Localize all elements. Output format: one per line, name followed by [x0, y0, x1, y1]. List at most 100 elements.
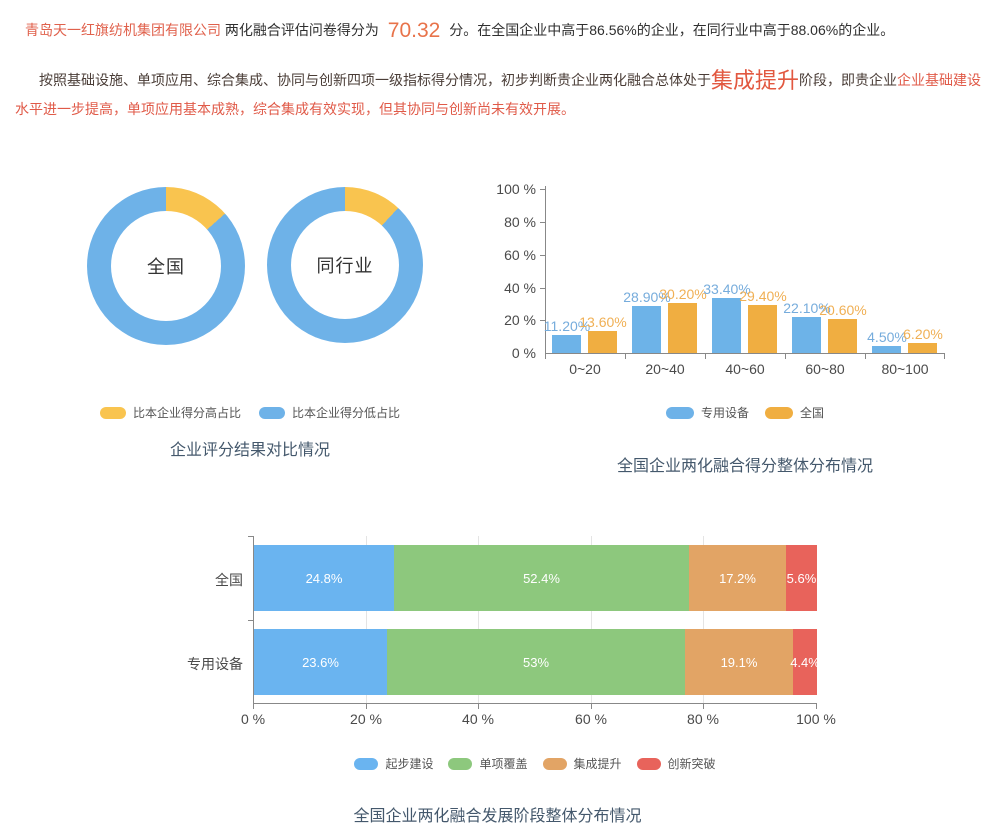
bar-value: 29.40%: [739, 288, 787, 304]
assessment-part3: 企业基础建设水平进一步提高，单项应用基本成熟，综合集成有效实现，但其协同与创新尚…: [15, 72, 982, 117]
legend-label-special-equipment: 专用设备: [700, 406, 749, 420]
donut-chart-national: 全国: [87, 187, 245, 345]
stacked-y-axis: [253, 536, 254, 704]
score-value: 70.32: [387, 19, 441, 42]
bar-blue-40-60: [712, 298, 741, 353]
y-tick: [540, 288, 545, 289]
bar-chart-y-axis: [545, 186, 546, 354]
legend-label-national: 全国: [800, 406, 825, 420]
legend-item-qibu[interactable]: 起步建设: [354, 755, 433, 772]
legend-swatch-blue: [354, 757, 379, 770]
y-tick-label: 100 %: [496, 181, 536, 197]
legend-item-special-equipment[interactable]: 专用设备: [665, 404, 749, 421]
stacked-x-tick-label: 0 %: [240, 711, 266, 727]
x-category-label: 20~40: [645, 361, 685, 377]
stacked-x-tick-label: 40 %: [462, 711, 494, 727]
x-category-label: 80~100: [881, 361, 929, 377]
segment-chuangxin: 4.4%: [790, 629, 820, 695]
y-tick-label: 40 %: [504, 280, 536, 296]
bar-orange-40-60: [748, 305, 777, 353]
gridline: [591, 536, 592, 703]
bar-orange-0-20: [588, 331, 617, 353]
bar-value: 4.50%: [867, 329, 907, 345]
x-category-label: 60~80: [805, 361, 845, 377]
score-summary: 青岛天一红旗纺机集团有限公司 两化融合评估问卷得分为 70.32 分。在全国企业…: [25, 17, 977, 44]
y-tick-label: 20 %: [504, 312, 536, 328]
legend-item-danxiang[interactable]: 单项覆盖: [448, 755, 528, 772]
assessment-stage: 集成提升: [711, 68, 800, 93]
assessment-summary: 按照基础设施、单项应用、综合集成、协同与创新四项一级指标得分情况，初步判断贵企业…: [15, 66, 983, 124]
bar-value: 22.10%: [783, 300, 831, 316]
y-tick: [540, 255, 545, 256]
bar-value: 13.60%: [579, 314, 627, 330]
y-tick-label: 80 %: [504, 214, 536, 230]
segment-qibu: 23.6%: [254, 629, 387, 695]
donut-chart-title: 企业评分结果对比情况: [169, 442, 330, 459]
stacked-category-label: 全国: [215, 572, 243, 588]
score-suffix: 分。在全国企业中高于86.56%的企业，在同行业中高于88.06%的企业。: [449, 22, 895, 38]
bar-orange-20-40: [668, 303, 697, 353]
legend-swatch-blue: [665, 406, 694, 419]
bar-orange-60-80: [828, 319, 857, 353]
stacked-bar-national: 24.8% 52.4% 17.2% 5.6%: [254, 545, 817, 611]
assessment-part2: 阶段，即贵企业: [799, 72, 898, 88]
bar-blue-20-40: [632, 306, 661, 353]
legend-swatch-yellow: [99, 406, 126, 419]
legend-label-higher: 比本企业得分高占比: [132, 406, 241, 420]
legend-item-higher[interactable]: 比本企业得分高占比: [99, 404, 241, 421]
legend-item-lower[interactable]: 比本企业得分低占比: [259, 404, 400, 421]
x-tick: [705, 353, 706, 359]
stacked-x-axis: [253, 703, 817, 704]
bar-blue-60-80: [792, 317, 821, 353]
bar-chart-legend: 专用设备 全国: [545, 404, 945, 421]
legend-swatch-red: [636, 757, 661, 770]
legend-swatch-blue: [259, 406, 285, 419]
legend-label-danxiang: 单项覆盖: [479, 757, 528, 771]
legend-item-national[interactable]: 全国: [765, 404, 824, 421]
x-tick: [816, 703, 817, 709]
x-category-label: 0~20: [569, 361, 601, 377]
y-tick: [540, 320, 545, 321]
bar-value: 28.90%: [623, 289, 671, 305]
bar-value: 30.20%: [659, 286, 707, 302]
legend-label-chuangxin: 创新突破: [667, 757, 716, 771]
gridline: [366, 536, 367, 703]
bar-chart-title: 全国企业两化融合得分整体分布情况: [616, 458, 873, 475]
y-tick: [540, 222, 545, 223]
stacked-x-tick-label: 20 %: [350, 711, 382, 727]
stacked-category-label: 专用设备: [187, 656, 243, 672]
legend-label-lower: 比本企业得分低占比: [292, 406, 401, 420]
bar-value: 33.40%: [703, 281, 751, 297]
bar-value: 6.20%: [903, 326, 943, 342]
x-tick: [625, 353, 626, 359]
segment-danxiang: 53%: [387, 629, 685, 695]
legend-swatch-green: [448, 757, 473, 770]
donut-national-label: 全国: [111, 211, 221, 321]
segment-jicheng: 19.1%: [685, 629, 793, 695]
y-tick-label: 60 %: [504, 247, 536, 263]
legend-item-jicheng[interactable]: 集成提升: [542, 755, 622, 772]
assessment-part1: 按照基础设施、单项应用、综合集成、协同与创新四项一级指标得分情况，初步判断贵企业…: [39, 72, 711, 88]
y-tick: [540, 189, 545, 190]
legend-swatch-orange: [765, 406, 793, 419]
stacked-bar-special-equipment: 23.6% 53% 19.1% 4.4%: [254, 629, 820, 695]
x-tick: [591, 703, 592, 709]
donut-chart-industry: 同行业: [267, 187, 423, 343]
bar-chart-x-axis: [545, 353, 945, 354]
stacked-chart-title: 全国企业两化融合发展阶段整体分布情况: [353, 808, 642, 825]
gridline: [703, 536, 704, 703]
segment-jicheng: 17.2%: [689, 545, 786, 611]
gridline: [478, 536, 479, 703]
stacked-x-tick-label: 80 %: [687, 711, 719, 727]
x-tick: [478, 703, 479, 709]
x-tick: [865, 353, 866, 359]
segment-chuangxin: 5.6%: [786, 545, 817, 611]
x-tick: [253, 703, 254, 709]
x-category-label: 40~60: [725, 361, 765, 377]
donut-industry-label: 同行业: [291, 211, 399, 319]
stacked-x-tick-label: 60 %: [575, 711, 607, 727]
donut-legend: 比本企业得分高占比 比本企业得分低占比: [0, 404, 500, 421]
legend-item-chuangxin[interactable]: 创新突破: [636, 755, 716, 772]
bar-blue-0-20: [552, 335, 581, 353]
